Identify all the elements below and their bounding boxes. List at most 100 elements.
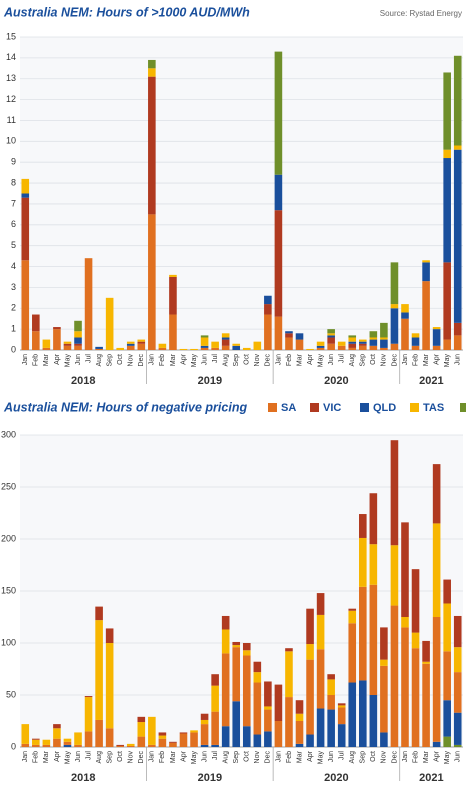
- bar-segment: [411, 345, 420, 350]
- x-tick-label: Jun: [455, 751, 462, 762]
- bar-segment: [453, 322, 462, 336]
- bar-segment: [264, 731, 272, 747]
- bar-segment: [200, 724, 209, 745]
- bar-segment: [453, 672, 462, 713]
- x-tick-label: May: [444, 751, 451, 765]
- bar-segment: [21, 724, 30, 744]
- y-tick-label: 12: [6, 94, 16, 104]
- bar-segment: [105, 297, 114, 350]
- bar-segment: [348, 608, 357, 611]
- x-tick-label: Jun: [201, 354, 208, 365]
- source: Source: Rystad Energy: [380, 9, 462, 18]
- legend-label: TAS: [423, 402, 444, 414]
- bar-segment: [348, 610, 357, 624]
- bar-segment: [42, 739, 51, 745]
- bar-segment: [327, 709, 335, 747]
- x-tick-label: Mar: [423, 750, 430, 763]
- x-tick-label: May: [191, 751, 198, 765]
- bar-segment: [274, 51, 283, 175]
- bar-segment: [327, 343, 335, 350]
- bar-segment: [390, 262, 399, 305]
- bar-segment: [84, 731, 93, 747]
- bar-segment: [359, 341, 367, 344]
- x-tick-label: Dec: [138, 354, 145, 367]
- bar-segment: [148, 59, 156, 69]
- bar-segment: [158, 347, 167, 350]
- x-tick-label: Apr: [54, 750, 61, 762]
- bar-segment: [337, 345, 346, 350]
- x-tick-label: Nov: [128, 751, 135, 764]
- y-tick-label: 0: [11, 344, 16, 354]
- bar-segment: [137, 343, 146, 350]
- x-tick-label: Dec: [138, 751, 145, 764]
- bar-segment: [264, 295, 272, 305]
- bar-segment: [453, 335, 462, 350]
- x-tick-label: Jun: [328, 354, 335, 365]
- bar-segment: [306, 348, 314, 350]
- x-tick-label: Jul: [339, 354, 346, 363]
- bar-segment: [242, 726, 251, 747]
- bar-segment: [369, 345, 378, 350]
- x-tick-label: Feb: [412, 751, 419, 763]
- bar-segment: [380, 347, 388, 350]
- bar-segment: [169, 276, 177, 315]
- bar-segment: [200, 345, 209, 348]
- bar-segment: [148, 716, 156, 745]
- bar-segment: [401, 617, 409, 628]
- bar-segment: [316, 593, 325, 615]
- bar-segment: [74, 345, 82, 350]
- bar-segment: [369, 337, 378, 340]
- legend-swatch: [268, 403, 277, 412]
- bar-segment: [158, 738, 167, 747]
- bar-segment: [306, 659, 314, 735]
- bar-segment: [253, 734, 262, 747]
- bar-segment: [158, 732, 167, 736]
- bar-segment: [306, 734, 314, 747]
- x-tick-label: Jun: [328, 751, 335, 762]
- bar-segment: [32, 314, 40, 332]
- bar-segment: [116, 744, 124, 746]
- x-tick-label: Oct: [117, 354, 124, 365]
- bar-segment: [401, 522, 409, 617]
- bar-segment: [359, 339, 367, 342]
- bar-segment: [200, 335, 209, 338]
- bar-segment: [327, 329, 335, 334]
- bar-segment: [401, 312, 409, 319]
- bar-segment: [443, 149, 451, 159]
- bar-segment: [432, 329, 441, 346]
- bar-segment: [337, 707, 346, 725]
- bar-segment: [390, 343, 399, 350]
- legend-label: SA: [281, 402, 296, 414]
- bar-segment: [200, 347, 209, 350]
- x-tick-label: Nov: [254, 354, 261, 367]
- bar-segment: [327, 333, 335, 336]
- bar-segment: [306, 644, 314, 660]
- bar-segment: [443, 651, 451, 701]
- bar-segment: [200, 713, 209, 720]
- bar-segment: [285, 697, 293, 747]
- bar-segment: [316, 649, 325, 709]
- bar-segment: [295, 743, 304, 747]
- bar-segment: [169, 741, 177, 743]
- year-label: 2018: [71, 772, 95, 784]
- bar-segment: [126, 345, 135, 350]
- bar-segment: [274, 316, 283, 350]
- bar-segment: [253, 672, 262, 683]
- bar-segment: [221, 337, 230, 340]
- bar-segment: [348, 347, 357, 350]
- bar-segment: [316, 345, 325, 348]
- x-tick-label: Aug: [349, 751, 356, 764]
- bar-segment: [380, 627, 388, 660]
- bar-segment: [432, 523, 441, 617]
- x-tick-label: Apr: [54, 353, 61, 365]
- y-tick-label: 4: [11, 261, 16, 271]
- bar-segment: [21, 193, 30, 198]
- x-tick-label: Mar: [170, 750, 177, 763]
- bar-segment: [348, 623, 357, 683]
- bar-segment: [359, 345, 367, 350]
- bar-segment: [169, 314, 177, 350]
- x-tick-label: Apr: [433, 750, 440, 762]
- bar-segment: [295, 721, 304, 744]
- x-tick-label: Jan: [402, 751, 409, 762]
- bar-segment: [242, 650, 251, 656]
